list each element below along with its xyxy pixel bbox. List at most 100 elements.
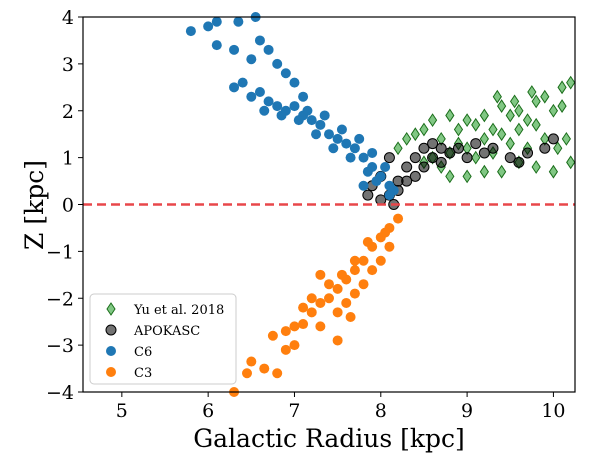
apokasc-point: [401, 161, 413, 173]
c3-point: [298, 319, 309, 330]
c6-point: [367, 147, 378, 158]
legend-label-c6: C6: [134, 345, 152, 360]
apokasc-point: [461, 152, 473, 164]
yu-et-al-2018-point: [505, 136, 515, 151]
apokasc-point: [362, 189, 374, 201]
c3-point: [315, 297, 326, 308]
yu-et-al-2018-point: [522, 113, 533, 128]
yu-et-al-2018-point: [497, 99, 507, 113]
c6-point: [254, 87, 265, 97]
c6-point: [263, 96, 274, 107]
apokasc-point: [427, 152, 439, 164]
c6-point: [384, 190, 395, 201]
x-tick-label: 7: [288, 400, 300, 422]
c6-point: [185, 26, 196, 37]
c6-point: [246, 54, 257, 65]
c3-point: [367, 265, 378, 276]
yu-et-al-2018-point: [548, 164, 559, 179]
c3-point: [289, 340, 300, 351]
apokasc-point: [383, 152, 395, 164]
yu-et-al-2018-point: [471, 117, 481, 132]
apokasc-point: [435, 156, 447, 168]
c6-point: [211, 16, 222, 27]
c3-point: [315, 269, 326, 280]
c3-point: [384, 241, 395, 252]
c6-point: [259, 105, 270, 116]
series-c3: [229, 213, 404, 397]
c6-point: [332, 133, 343, 144]
y-tick-label: −3: [46, 335, 74, 357]
apokasc-point: [522, 147, 534, 159]
y-tick-label: 1: [62, 148, 74, 170]
c3-point: [393, 213, 404, 224]
yu-et-al-2018-point: [419, 122, 429, 137]
x-tick-label: 8: [375, 400, 387, 422]
x-tick-label: 6: [202, 400, 214, 422]
yu-et-al-2018-point: [514, 122, 524, 137]
yu-et-al-2018-point: [553, 141, 563, 156]
x-tick-label: 5: [116, 400, 128, 422]
yu-et-al-2018-point: [393, 141, 403, 156]
x-tick-label: 10: [541, 400, 565, 422]
yu-et-al-2018-point: [527, 85, 537, 99]
yu-et-al-2018-point: [548, 103, 559, 118]
yu-et-al-2018-point: [445, 108, 455, 123]
c3-point: [289, 321, 300, 332]
c3-point: [267, 330, 278, 341]
c6-point: [229, 82, 240, 93]
c6-point: [302, 105, 313, 116]
yu-et-al-2018-point: [410, 127, 420, 142]
legend-marker-c3: [106, 367, 116, 377]
c6-point: [263, 44, 274, 55]
c3-point: [324, 279, 334, 290]
c3-point: [358, 279, 369, 290]
c6-point: [233, 16, 244, 27]
c3-point: [380, 227, 391, 238]
c6-point: [211, 40, 222, 51]
y-tick-label: 4: [62, 7, 74, 29]
yu-et-al-2018-point: [462, 113, 472, 128]
yu-et-al-2018-point: [557, 99, 567, 113]
yu-et-al-2018-point: [453, 122, 464, 137]
c3-point: [349, 265, 360, 276]
yu-et-al-2018-point: [427, 113, 438, 128]
yu-et-al-2018-point: [479, 164, 489, 179]
x-tick-label: 9: [461, 400, 473, 422]
c3-point: [306, 307, 317, 318]
legend-box: [89, 293, 237, 385]
yu-et-al-2018-point: [402, 131, 412, 146]
y-axis-title: Z [kpc]: [20, 160, 49, 250]
apokasc-point: [392, 175, 404, 187]
c3-point: [332, 335, 343, 346]
c6-point: [293, 115, 304, 126]
c3-point: [332, 283, 343, 294]
c6-point: [298, 91, 309, 102]
c6-point: [358, 180, 369, 191]
yu-et-al-2018-point: [531, 117, 541, 132]
c6-point: [272, 58, 283, 69]
yu-et-al-2018-point: [479, 108, 489, 123]
x-axis-title: Galactic Radius [kpc]: [193, 424, 465, 453]
c3-point: [332, 307, 343, 318]
yu-et-al-2018-point: [471, 150, 481, 165]
legend: Yu et al. 2018 APOKASC C6 C3: [89, 293, 237, 385]
yu-et-al-2018-point: [488, 122, 498, 137]
c3-point: [259, 363, 270, 374]
series-c6: [185, 12, 399, 201]
apokasc-point: [452, 142, 464, 154]
c6-point: [336, 124, 347, 135]
apokasc-point: [444, 147, 456, 159]
legend-label-yu: Yu et al. 2018: [133, 303, 224, 318]
c3-point: [345, 312, 356, 322]
c6-point: [341, 138, 352, 149]
c6-point: [246, 91, 257, 102]
c6-point: [358, 152, 369, 163]
y-tick-label: 3: [62, 54, 74, 76]
c6-point: [319, 110, 330, 121]
c3-point: [306, 293, 317, 304]
yu-et-al-2018-point: [514, 103, 524, 118]
c3-point: [280, 326, 291, 337]
c6-point: [349, 143, 360, 154]
c6-point: [380, 162, 391, 172]
